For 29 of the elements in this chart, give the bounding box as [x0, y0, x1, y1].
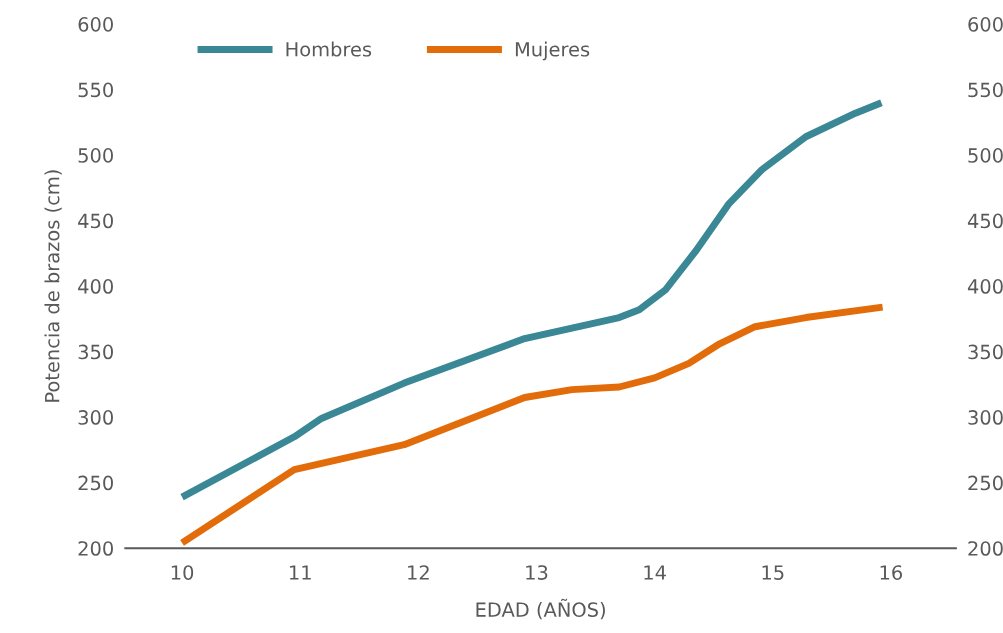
- x-tick-label: 13: [526, 565, 548, 580]
- legend-label: Hombres: [286, 41, 372, 57]
- y-tick-label: 600: [78, 17, 113, 32]
- y2-tick-label: 500: [968, 148, 1003, 163]
- x-axis-title: EDAD (AÑOS): [476, 598, 605, 620]
- y-tick-label: 200: [78, 541, 113, 556]
- y2-tick-label: 550: [968, 82, 1003, 98]
- y-tick-label: 450: [78, 213, 113, 229]
- y-tick-label: 350: [78, 344, 113, 360]
- y2-tick-label: 450: [967, 213, 1003, 229]
- y-axis-title: Potencia de brazos (cm): [44, 170, 62, 402]
- y2-tick-label: 600: [968, 17, 1003, 32]
- y-tick-label: 500: [78, 148, 113, 163]
- y2-tick-label: 200: [968, 541, 1003, 556]
- legend-label: Mujeres: [515, 41, 590, 61]
- x-tick-label: 11: [289, 565, 311, 580]
- y2-tick-label: 400: [967, 279, 1003, 294]
- y2-tick-label: 350: [968, 344, 1003, 360]
- y-tick-label: 300: [78, 410, 113, 425]
- y2-tick-label: 250: [968, 475, 1003, 491]
- x-tick-label: 16: [880, 565, 903, 580]
- x-tick-label: 10: [171, 565, 194, 580]
- x-tick-label: 12: [408, 565, 429, 580]
- x-tick-label: 14: [644, 565, 666, 580]
- y-tick-label: 250: [78, 475, 113, 491]
- x-tick-label: 15: [762, 565, 784, 580]
- y2-tick-label: 300: [968, 410, 1003, 425]
- y-tick-label: 550: [78, 82, 113, 98]
- y-tick-label: 400: [78, 279, 113, 294]
